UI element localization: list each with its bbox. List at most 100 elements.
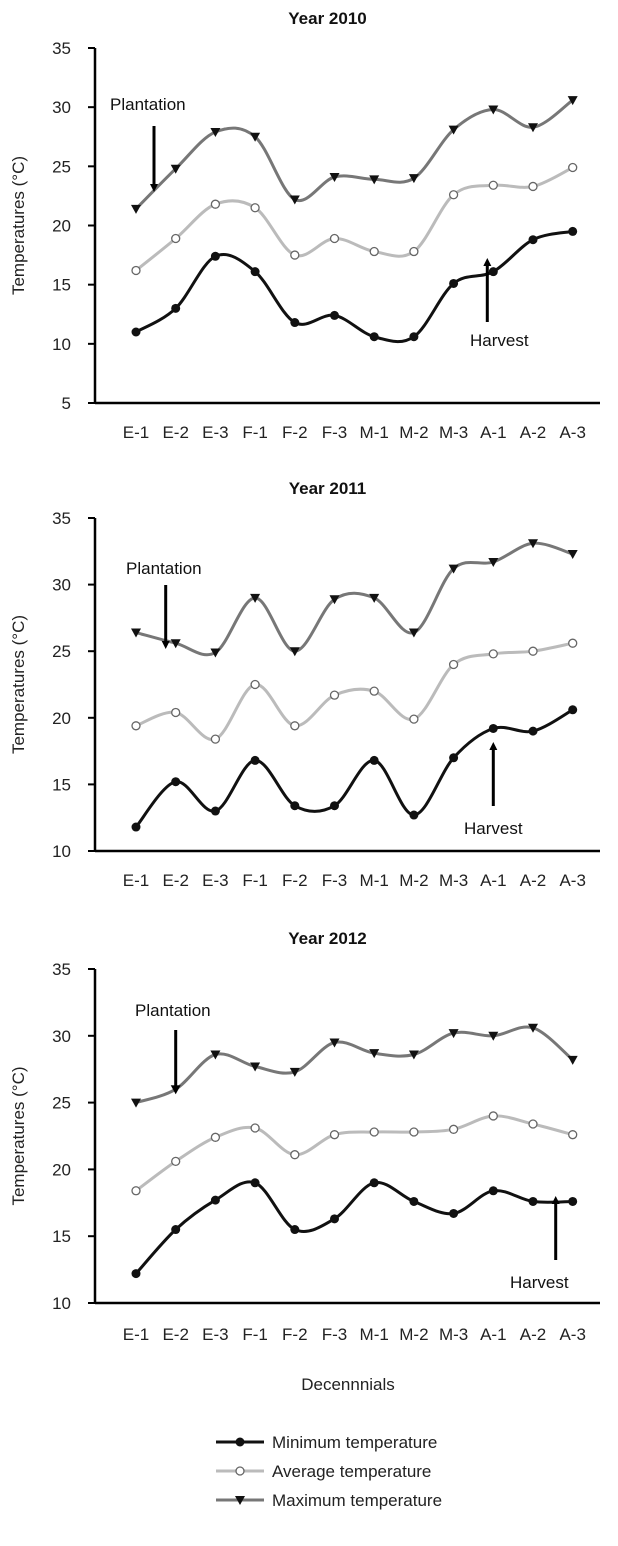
series-min bbox=[131, 705, 578, 832]
x-tick-label: M-3 bbox=[439, 871, 468, 890]
y-tick-label: 25 bbox=[52, 642, 71, 661]
data-point bbox=[170, 164, 181, 174]
data-point bbox=[171, 233, 181, 244]
data-point bbox=[448, 1029, 459, 1039]
legend-label: Minimum temperature bbox=[272, 1433, 437, 1452]
data-point bbox=[330, 310, 339, 320]
data-point bbox=[408, 1050, 419, 1060]
x-tick-label: M-2 bbox=[399, 423, 428, 442]
data-point bbox=[329, 690, 340, 700]
y-tick-label: 5 bbox=[62, 394, 71, 413]
x-tick-label: F-2 bbox=[282, 871, 308, 890]
data-point bbox=[171, 303, 181, 313]
x-tick-label: E-3 bbox=[202, 871, 228, 890]
x-tick-label: F-2 bbox=[282, 1325, 308, 1344]
data-point bbox=[329, 1038, 340, 1048]
data-point bbox=[528, 539, 538, 549]
y-tick-label: 30 bbox=[52, 576, 71, 595]
data-point bbox=[369, 593, 380, 603]
x-tick-label: F-1 bbox=[242, 423, 268, 442]
x-tick-label: M-3 bbox=[439, 1325, 468, 1344]
data-point bbox=[210, 734, 221, 744]
y-tick-label: 10 bbox=[52, 1294, 71, 1313]
data-point bbox=[567, 96, 578, 106]
data-point bbox=[449, 278, 459, 288]
data-point bbox=[250, 132, 261, 142]
x-tick-label: E-2 bbox=[162, 423, 188, 442]
data-point bbox=[488, 267, 498, 277]
data-point bbox=[488, 557, 499, 567]
series-line bbox=[135, 1025, 574, 1105]
x-tick-label: M-1 bbox=[360, 871, 389, 890]
series-line bbox=[134, 1180, 573, 1275]
data-point bbox=[528, 726, 538, 736]
x-tick-label: E-3 bbox=[202, 423, 228, 442]
harvest-label: Harvest bbox=[510, 1273, 569, 1292]
data-point bbox=[448, 659, 459, 670]
data-point bbox=[171, 1156, 181, 1167]
data-point bbox=[528, 235, 538, 245]
legend-item: Average temperature bbox=[216, 1462, 431, 1481]
data-point bbox=[488, 105, 499, 115]
data-point bbox=[409, 1196, 419, 1206]
chart-title: Year 2010 bbox=[288, 9, 366, 28]
data-point bbox=[250, 203, 260, 213]
data-point bbox=[210, 806, 220, 816]
data-point bbox=[290, 1150, 300, 1160]
series-min bbox=[131, 1178, 578, 1279]
legend-item: Minimum temperature bbox=[216, 1433, 437, 1452]
chart-title: Year 2011 bbox=[289, 479, 367, 498]
x-tick-label: M-1 bbox=[360, 1325, 389, 1344]
series-line bbox=[134, 708, 574, 828]
x-tick-label: F-1 bbox=[242, 1325, 268, 1344]
y-tick-label: 15 bbox=[52, 775, 71, 794]
data-point bbox=[131, 1098, 141, 1108]
chart-panel-3: Year 2012 10 15 20 25 30 35 Temperatures (°C) E-… bbox=[9, 929, 600, 1344]
harvest-label: Harvest bbox=[464, 819, 523, 838]
y-tick-label: 15 bbox=[52, 1227, 71, 1246]
data-point bbox=[528, 123, 538, 133]
x-tick-label: A-2 bbox=[520, 423, 546, 442]
data-point bbox=[448, 1124, 459, 1134]
y-axis-label: Temperatures (°C) bbox=[9, 156, 28, 295]
series-min bbox=[131, 226, 578, 344]
x-tick-label: E-1 bbox=[123, 1325, 149, 1344]
x-tick-label: A-3 bbox=[559, 423, 585, 442]
plantation-label: Plantation bbox=[110, 95, 186, 114]
data-point bbox=[250, 1178, 260, 1188]
data-point bbox=[210, 1050, 221, 1060]
data-point bbox=[567, 1055, 578, 1065]
data-point bbox=[409, 810, 419, 820]
y-tick-label: 20 bbox=[52, 1160, 71, 1179]
data-point bbox=[210, 1132, 221, 1142]
data-point bbox=[210, 648, 221, 658]
series-avg bbox=[131, 162, 578, 276]
x-tick-label: F-2 bbox=[282, 423, 308, 442]
data-point bbox=[369, 1178, 379, 1188]
series-max bbox=[131, 539, 578, 658]
x-tick-label: E-1 bbox=[123, 423, 149, 442]
harvest-label: Harvest bbox=[470, 331, 529, 350]
data-point bbox=[290, 801, 300, 811]
data-point bbox=[289, 647, 300, 657]
data-point bbox=[568, 162, 578, 173]
x-tick-label: A-2 bbox=[520, 1325, 546, 1344]
y-tick-label: 35 bbox=[52, 39, 71, 58]
chart-legend: Minimum temperature Average temperature Ma… bbox=[216, 1433, 442, 1510]
data-point bbox=[528, 646, 538, 656]
data-point bbox=[250, 593, 261, 603]
data-point bbox=[290, 1225, 300, 1235]
data-point bbox=[210, 128, 221, 138]
data-point bbox=[568, 638, 578, 648]
data-point bbox=[488, 649, 498, 659]
data-point bbox=[210, 251, 220, 261]
data-point bbox=[567, 549, 578, 559]
data-point bbox=[448, 125, 459, 135]
x-tick-label: F-3 bbox=[322, 1325, 348, 1344]
y-tick-label: 25 bbox=[52, 157, 71, 176]
x-tick-label: A-1 bbox=[480, 423, 506, 442]
series-max bbox=[131, 1023, 578, 1108]
data-point bbox=[528, 1119, 538, 1129]
legend-label: Maximum temperature bbox=[272, 1491, 442, 1510]
chart-panel-1: Year 2010 5 10 15 20 25 30 35 Temperatures (°C) E… bbox=[9, 9, 600, 442]
